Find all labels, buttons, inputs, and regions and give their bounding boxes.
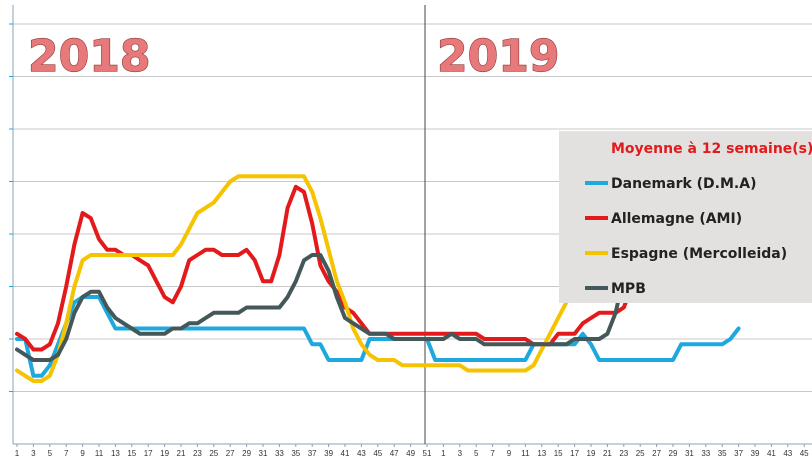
legend: Moyenne à 12 semaine(s) Danemark (D.M.A)…: [559, 131, 812, 303]
x-tick-label: 35: [718, 449, 727, 458]
x-tick-label: 17: [570, 449, 579, 458]
x-tick-label: 45: [800, 449, 809, 458]
x-tick-label: 27: [226, 449, 235, 458]
x-tick-label: 43: [357, 449, 366, 458]
x-tick-label: 39: [324, 449, 333, 458]
x-tick-label: 9: [507, 449, 512, 458]
x-tick-label: 31: [259, 449, 268, 458]
x-tick-label: 11: [95, 449, 104, 458]
x-tick-label: 29: [242, 449, 251, 458]
x-tick-label: 1: [441, 449, 446, 458]
x-tick-label: 21: [603, 449, 612, 458]
x-tick-label: 19: [160, 449, 169, 458]
x-tick-label: 49: [406, 449, 415, 458]
x-tick-label: 13: [111, 449, 120, 458]
x-tick-label: 11: [521, 449, 530, 458]
x-tick-label: 23: [619, 449, 628, 458]
x-tick-label: 25: [209, 449, 218, 458]
x-tick-label: 25: [636, 449, 645, 458]
x-tick-label: 7: [64, 449, 69, 458]
x-tick-label: 21: [177, 449, 186, 458]
year-label-2018: 2018: [28, 31, 150, 82]
x-tick-label: 37: [734, 449, 743, 458]
x-tick-label: 43: [783, 449, 792, 458]
x-tick-label: 41: [341, 449, 350, 458]
legend-items: Danemark (D.M.A) Allemagne (AMI) Espagne (…: [585, 176, 787, 297]
legend-label: Espagne (Mercolleida): [611, 246, 787, 262]
legend-label: Allemagne (AMI): [611, 211, 742, 227]
x-tick-label: 23: [193, 449, 202, 458]
legend-title: Moyenne à 12 semaine(s): [611, 141, 812, 157]
x-tick-label: 1: [15, 449, 20, 458]
x-tick-label: 41: [767, 449, 776, 458]
x-tick-label: 7: [490, 449, 495, 458]
x-tick-label: 17: [144, 449, 153, 458]
series-line-espagne-mercolleida: [15, 174, 602, 383]
x-tick-label: 15: [127, 449, 136, 458]
x-tick-labels: 1 3 5 7 9 11 13 15 17 19 21 23 25 27 29 31 33 35 37 39 41 43 4…: [15, 444, 809, 458]
x-tick-label: 31: [685, 449, 694, 458]
x-tick-label: 45: [373, 449, 382, 458]
x-tick-label: 3: [458, 449, 463, 458]
x-tick-label: 5: [474, 449, 479, 458]
x-tick-label: 5: [48, 449, 53, 458]
gridlines: [13, 23, 812, 392]
x-tick-label: 27: [652, 449, 661, 458]
x-tick-label: 51: [423, 449, 432, 458]
x-tick-label: 33: [701, 449, 710, 458]
x-tick-label: 3: [31, 449, 36, 458]
series-line-mpb: [15, 247, 634, 362]
x-tick-label: 33: [275, 449, 284, 458]
x-tick-label: 47: [390, 449, 399, 458]
axis: [9, 5, 812, 445]
legend-label: Danemark (D.M.A): [611, 176, 756, 192]
x-tick-label: 19: [587, 449, 596, 458]
x-tick-label: 9: [80, 449, 85, 458]
x-tick-label: 15: [554, 449, 563, 458]
x-tick-label: 29: [669, 449, 678, 458]
series-layer: [15, 174, 741, 383]
x-tick-label: 37: [308, 449, 317, 458]
series-line-danemark-d-m-a: [15, 295, 741, 378]
x-tick-label: 39: [751, 449, 760, 458]
x-tick-label: 35: [291, 449, 300, 458]
legend-label: MPB: [611, 281, 646, 297]
x-tick-label: 13: [537, 449, 546, 458]
year-label-2019: 2019: [437, 31, 559, 82]
